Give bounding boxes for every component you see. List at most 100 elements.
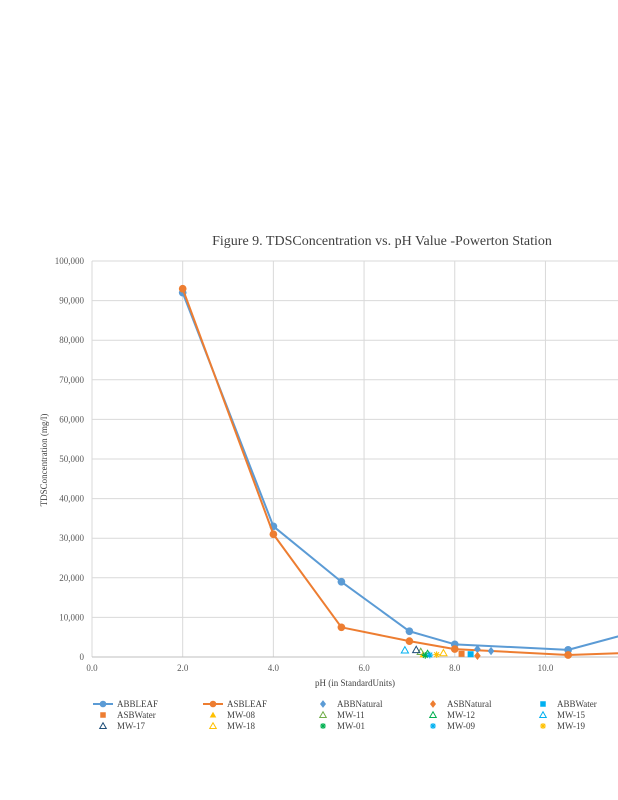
data-point — [438, 648, 448, 657]
data-point — [426, 651, 434, 659]
series-mw-19 — [433, 651, 440, 658]
x-tick-label: 6.0 — [358, 663, 370, 673]
data-point — [405, 637, 414, 646]
series-asbwater — [458, 650, 465, 657]
y-tick-label: 50,000 — [59, 454, 84, 464]
x-tick-label: 0.0 — [86, 663, 98, 673]
y-tick-label: 10,000 — [59, 612, 84, 622]
x-tick-label: 8.0 — [449, 663, 461, 673]
legend-item: MW-01 — [319, 721, 365, 731]
data-point — [400, 645, 410, 654]
x-tick-label: 10.0 — [538, 663, 554, 673]
y-tick-label: 90,000 — [59, 296, 84, 306]
y-tick-label: 60,000 — [59, 414, 84, 424]
legend-marker — [209, 700, 217, 708]
series-layer — [178, 284, 618, 661]
legend-label: ASBWater — [117, 710, 156, 720]
legend-label: ASBNatural — [447, 699, 492, 709]
legend-marker — [100, 712, 106, 718]
legend-marker — [429, 722, 437, 730]
axes: 0 10,000 20,000 30,000 40,000 50,000 60,000 70,… — [55, 256, 618, 673]
legend-marker — [319, 700, 327, 708]
data-point — [421, 652, 429, 659]
legend-item: ASBNatural — [429, 699, 492, 709]
data-point — [467, 651, 474, 658]
legend-label: MW-11 — [337, 710, 365, 720]
x-axis-label: pH (in StandardUnits) — [315, 678, 395, 688]
y-tick-label: 40,000 — [59, 494, 84, 504]
legend-marker — [98, 721, 108, 729]
legend-label: MW-12 — [447, 710, 475, 720]
data-point — [564, 651, 572, 659]
legend-label: MW-08 — [227, 710, 255, 720]
legend-item: ASBWater — [100, 710, 156, 720]
chart-title: Figure 9. TDSConcentration vs. pH Value … — [212, 234, 552, 249]
y-tick-label: 100,000 — [55, 256, 85, 266]
series-mw-17 — [411, 645, 421, 654]
legend-item: ABBLEAF — [93, 699, 158, 709]
legend-marker — [539, 722, 547, 730]
data-point — [337, 577, 346, 586]
grid — [91, 260, 618, 658]
legend-item: MW-15 — [538, 710, 585, 720]
y-axis-label: TDSConcentration (mg/l) — [39, 414, 49, 507]
y-tick-label: 30,000 — [59, 533, 84, 543]
legend-item: ABBNatural — [319, 699, 383, 709]
series-abbleaf — [178, 288, 618, 654]
legend-marker — [428, 710, 438, 718]
series-abbwater — [467, 651, 474, 658]
series-mw-01 — [421, 652, 429, 659]
legend-item: MW-08 — [209, 710, 255, 720]
legend-item: MW-18 — [208, 721, 255, 731]
legend-marker — [209, 711, 217, 718]
legend-marker — [208, 721, 218, 729]
legend-label: MW-18 — [227, 721, 255, 731]
data-point — [458, 650, 465, 657]
data-point — [474, 651, 481, 661]
legend-item: MW-19 — [539, 721, 585, 731]
legend-marker — [318, 710, 328, 718]
series-abbnatural — [474, 644, 495, 656]
legend-item: MW-09 — [429, 721, 475, 731]
data-point — [269, 530, 278, 539]
legend-label: MW-19 — [557, 721, 585, 731]
legend-label: ABBNatural — [337, 699, 383, 709]
legend-item: MW-12 — [428, 710, 475, 720]
x-tick-label: 4.0 — [268, 663, 280, 673]
y-tick-label: 80,000 — [59, 335, 84, 345]
data-point — [337, 623, 346, 632]
data-point — [433, 651, 440, 658]
legend-item: ABBWater — [540, 699, 597, 709]
x-tick-label: 2.0 — [177, 663, 189, 673]
series-line — [181, 292, 618, 651]
y-tick-label: 0 — [80, 652, 85, 662]
legend-marker — [99, 700, 107, 708]
data-point — [487, 646, 495, 656]
series-mw-09 — [426, 651, 434, 659]
data-point — [450, 645, 459, 653]
legend: ABBLEAF ASBLEAF ABBNatural ASBNatural ABBWat… — [93, 699, 597, 731]
legend-label: MW-17 — [117, 721, 145, 731]
data-point — [178, 284, 187, 293]
legend-item: ASBLEAF — [203, 699, 267, 709]
legend-label: MW-01 — [337, 721, 365, 731]
data-point — [405, 627, 414, 636]
legend-label: MW-15 — [557, 710, 585, 720]
series-mw-15 — [400, 645, 410, 654]
legend-label: ABBWater — [557, 699, 597, 709]
legend-label: ASBLEAF — [227, 699, 267, 709]
data-point — [474, 644, 481, 654]
legend-label: ABBLEAF — [117, 699, 158, 709]
legend-marker — [538, 710, 548, 718]
legend-marker — [429, 700, 437, 708]
legend-item: MW-17 — [98, 721, 145, 731]
legend-item: MW-11 — [318, 710, 365, 720]
legend-marker — [319, 722, 327, 730]
series-line — [181, 288, 618, 657]
series-asbleaf — [178, 284, 618, 659]
y-tick-label: 20,000 — [59, 573, 84, 583]
y-tick-label: 70,000 — [59, 375, 84, 385]
series-asbnatural — [474, 651, 481, 661]
legend-label: MW-09 — [447, 721, 475, 731]
